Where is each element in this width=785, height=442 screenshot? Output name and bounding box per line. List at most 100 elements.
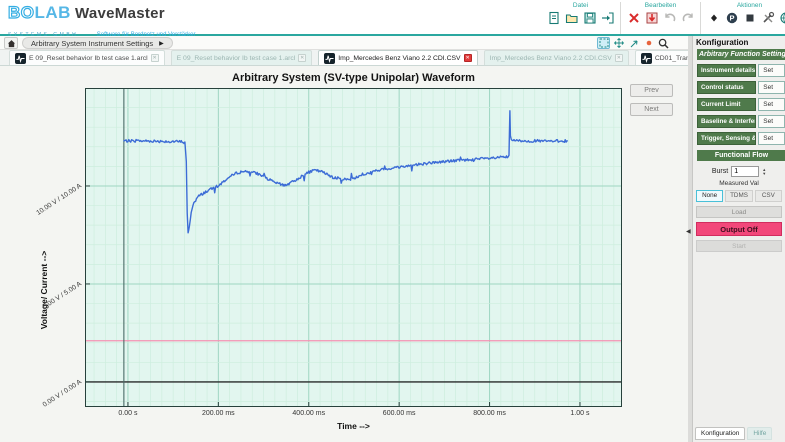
tab-hilfe[interactable]: Hilfe xyxy=(747,427,773,440)
format-none-button[interactable]: None xyxy=(696,190,724,202)
tab-close-icon[interactable]: ✕ xyxy=(463,54,472,62)
tab-close-icon[interactable]: ✕ xyxy=(298,54,307,62)
x-axis-ticks: 0.00 s 200.00 ms 400.00 ms 600.00 ms 800.00 … xyxy=(85,410,622,420)
tab-label: E 09_Reset behavior Ib test case 1.arcl xyxy=(176,54,296,62)
chart-area: Arbitrary System (SV-type Unipolar) Wave… xyxy=(0,66,692,442)
y-tick-label: 0.00 V / 0.00 A xyxy=(41,378,83,409)
format-tdms-button[interactable]: TDMS xyxy=(725,190,753,202)
toolbar-group-label: Aktionen xyxy=(736,2,763,9)
cfg-row-baseline: Baseline & Interference Set xyxy=(697,115,785,128)
tools-icon[interactable] xyxy=(760,10,775,25)
baseline-interference-button[interactable]: Baseline & Interference xyxy=(697,115,757,128)
tab-label: Imp_Mercedes Benz Viano 2.2 CDI.CSV xyxy=(338,54,461,62)
y-axis-ticks: 10.00 V / 10.00 A 5.00 V / 5.00 A 0.00 V /… xyxy=(7,88,83,409)
tab-konfiguration[interactable]: Konfiguration xyxy=(695,427,746,440)
measured-val-label: Measured Val xyxy=(719,180,759,187)
spinner-down-icon[interactable]: ▼ xyxy=(762,170,767,176)
logo-lab: LAB xyxy=(34,3,71,22)
paste-waveform-icon[interactable] xyxy=(644,10,659,25)
x-tick-label: 1.00 s xyxy=(570,410,590,417)
instrument-details-button[interactable]: Instrument details xyxy=(697,64,757,77)
home-icon xyxy=(7,39,15,47)
waveform-plot[interactable] xyxy=(85,87,622,412)
waveform-canvas[interactable] xyxy=(85,87,622,407)
delete-icon[interactable] xyxy=(626,10,641,25)
stop-icon[interactable] xyxy=(742,10,757,25)
marker-icon[interactable] xyxy=(706,10,721,25)
magnifier-tool-icon[interactable] xyxy=(657,37,670,49)
y-tick-label: 5.00 V / 5.00 A xyxy=(41,280,83,311)
tab-0[interactable]: E 09_Reset behavior Ib test case 1.arcl ✕ xyxy=(9,50,165,65)
chart-tool-strip xyxy=(597,37,670,49)
x-tick-label: 200.00 ms xyxy=(202,410,235,417)
control-status-set-button[interactable]: Set xyxy=(758,81,785,94)
burst-input[interactable]: 1 xyxy=(731,166,760,177)
current-limit-button[interactable]: Current Limit xyxy=(697,98,757,111)
tab-3[interactable]: Imp_Mercedes Benz Viano 2.2 CDI.CSV ✕ xyxy=(483,50,629,65)
waveform-file-icon xyxy=(640,52,652,64)
burst-row: Burst 1 ▲ ▼ xyxy=(693,166,785,177)
format-csv-button[interactable]: CSV xyxy=(754,190,782,202)
logo-tagline: Software für Bordnetz und Verstärker xyxy=(96,32,196,38)
panel-title: Konfiguration xyxy=(696,38,749,47)
y-tick-label: 10.00 V / 10.00 A xyxy=(35,182,83,217)
import-icon[interactable] xyxy=(600,10,615,25)
zoom-select-tool-icon[interactable] xyxy=(597,37,610,49)
breadcrumb-arrow-icon: ▶ xyxy=(159,40,164,47)
current-limit-set-button[interactable]: Set xyxy=(758,98,785,111)
control-status-button[interactable]: Control status xyxy=(697,81,757,94)
tab-close-icon[interactable]: ✕ xyxy=(614,54,623,62)
trigger-sensing-button[interactable]: Trigger, Sensing & Readout xyxy=(697,132,757,145)
panel-splitter[interactable]: ◀ xyxy=(686,36,692,442)
tab-2[interactable]: Imp_Mercedes Benz Viano 2.2 CDI.CSV ✕ xyxy=(318,50,478,65)
baseline-interference-set-button[interactable]: Set xyxy=(758,115,785,128)
breadcrumb-text: Arbitrary System Instrument Settings xyxy=(31,38,154,48)
undo-icon[interactable] xyxy=(662,10,677,25)
cursor-tool-icon[interactable] xyxy=(627,37,640,49)
toolbar-group-aktionen: Aktionen P xyxy=(700,2,785,34)
cfg-row-current-limit: Current Limit Set xyxy=(697,98,785,111)
instrument-details-set-button[interactable]: Set xyxy=(758,64,785,77)
chart-title: Arbitrary System (SV-type Unipolar) Wave… xyxy=(232,72,475,84)
toolbar-group-bearbeiten: Bearbeiten xyxy=(620,2,700,34)
tab-label: E 09_Reset behavior Ib test case 1.arcl xyxy=(29,54,148,62)
open-folder-icon[interactable] xyxy=(564,10,579,25)
pan-tool-icon[interactable] xyxy=(612,37,625,49)
app-name: WaveMaster xyxy=(74,5,165,22)
functional-flow-header: Functional Flow xyxy=(697,150,785,161)
x-tick-label: 400.00 ms xyxy=(292,410,326,417)
konfiguration-panel: Konfiguration Arbitrary Function Setting… xyxy=(692,36,785,442)
output-off-button[interactable]: Output Off xyxy=(696,222,782,236)
new-file-icon[interactable] xyxy=(546,10,561,25)
next-button[interactable]: Next xyxy=(630,103,673,116)
waveform-file-icon xyxy=(324,52,336,64)
breadcrumb[interactable]: Arbitrary System Instrument Settings ▶ xyxy=(22,37,173,49)
web-icon[interactable] xyxy=(778,10,785,25)
prev-button[interactable]: Prev xyxy=(630,84,673,97)
document-tab-bar: E 09_Reset behavior Ib test case 1.arcl ✕… xyxy=(0,50,692,66)
cfg-row-instrument: Instrument details Set xyxy=(697,64,785,77)
x-tick-label: 800.00 ms xyxy=(473,410,506,417)
main-toolbar: Datei Bearbeiten Aktionen xyxy=(541,2,785,34)
save-icon[interactable] xyxy=(582,10,597,25)
marker-dot-tool-icon[interactable] xyxy=(642,37,655,49)
trigger-sensing-set-button[interactable]: Set xyxy=(758,132,785,145)
tab-4[interactable]: CD01_Transient_Sequence_1.arcl✕ xyxy=(634,50,692,65)
spinner-up-icon[interactable]: ▲ xyxy=(762,166,767,172)
svg-text:P: P xyxy=(729,13,734,22)
start-button[interactable]: Start xyxy=(696,240,782,252)
splitter-collapse-icon[interactable]: ◀ xyxy=(686,229,691,235)
section-header: Arbitrary Function Settings xyxy=(697,49,785,60)
format-options: None TDMS CSV xyxy=(696,190,782,202)
burst-stepper[interactable]: ▲ ▼ xyxy=(762,166,767,176)
load-button[interactable]: Load xyxy=(696,206,782,218)
parameter-icon[interactable]: P xyxy=(724,10,739,25)
toolbar-group-label: Bearbeiten xyxy=(644,2,677,9)
redo-icon[interactable] xyxy=(680,10,695,25)
tab-1[interactable]: E 09_Reset behavior Ib test case 1.arcl ✕ xyxy=(170,50,313,65)
bolab-logo: BOLAB WaveMaster SYSTEMS GMBH Software fü… xyxy=(7,2,196,41)
tab-close-icon[interactable]: ✕ xyxy=(150,54,159,62)
home-button[interactable] xyxy=(4,37,18,49)
cfg-row-trigger: Trigger, Sensing & Readout Set xyxy=(697,132,785,145)
